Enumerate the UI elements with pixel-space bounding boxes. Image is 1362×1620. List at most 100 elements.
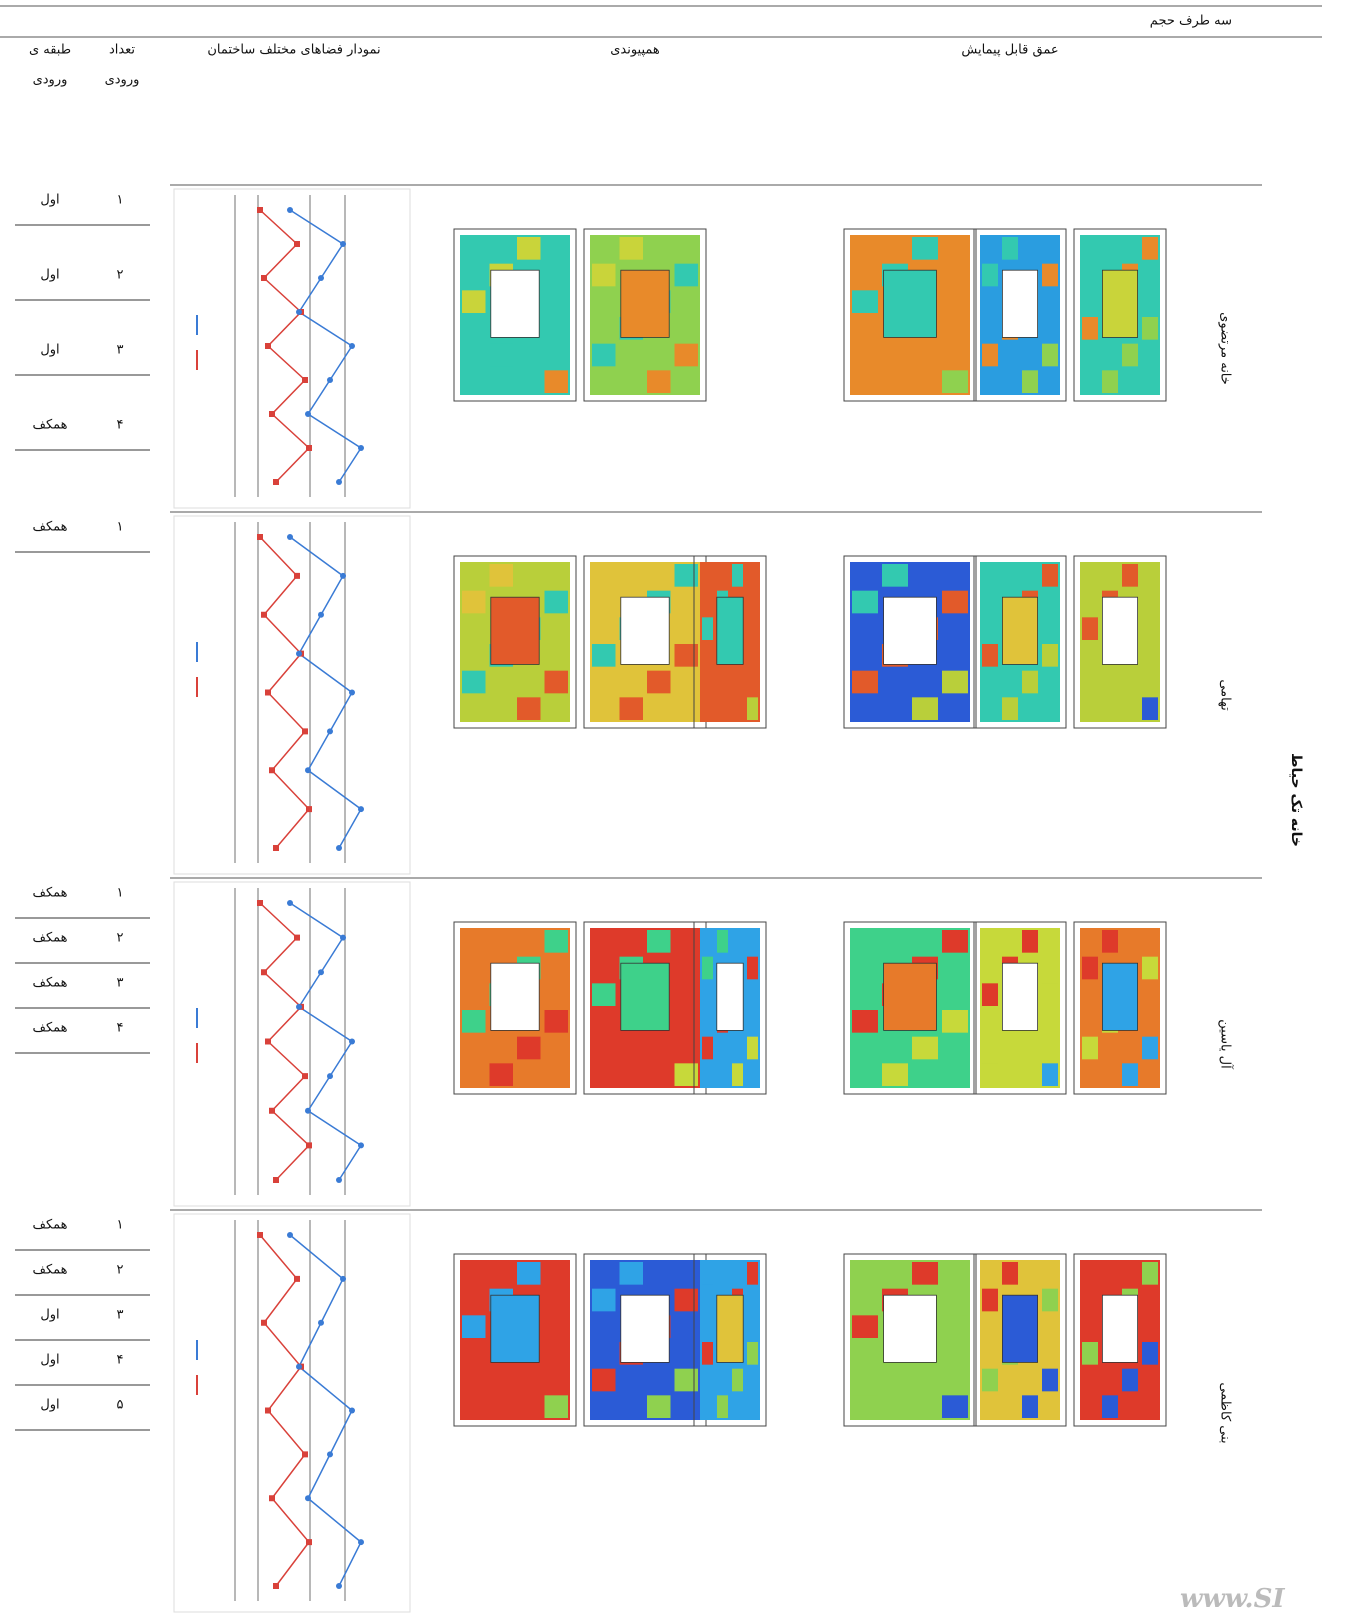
entry-number: ۱ [117,1218,124,1233]
plan-courtyard [620,962,670,1031]
plan-room [517,697,541,720]
plan-room [1142,237,1158,260]
plan-outline [583,228,707,402]
plan-room [1142,697,1158,720]
plan-room [882,1063,908,1086]
chart-sketch-point [349,1407,355,1414]
chart-sketch-point [358,806,364,813]
chart-sketch-point [327,1073,333,1080]
plan-outline [973,921,1067,1095]
plan-outline [693,555,767,729]
chart-sketch-point [336,479,342,485]
chart-sketch-point [269,1495,275,1502]
plan-room [544,930,568,953]
plan-room [852,1315,878,1338]
plan-room [1082,697,1098,720]
plan-room [462,1315,486,1338]
plan-room [1022,1395,1038,1418]
plan-courtyard [1002,1294,1039,1363]
plan-room [852,370,878,393]
group-label: خانه تک حیاط [1288,753,1304,847]
chart-sketch-point [261,969,267,976]
plan-outline [453,921,577,1095]
plan-room [942,590,968,614]
plan-outline [453,228,577,402]
chart-sketch-point [265,1407,271,1414]
plan-room [1042,564,1058,587]
chart-frame [173,515,411,875]
plan-outline [843,921,977,1095]
chart-sketch-point [318,611,324,618]
plan-room [942,930,968,953]
plan-room [592,1368,616,1392]
plan-room [462,370,486,393]
plan-courtyard [883,962,937,1031]
plan-room [1082,317,1098,340]
chart-sketch-point [318,969,324,976]
plan-room [1042,983,1058,1006]
plan-room [462,930,486,953]
chart-sketch-point [287,1232,293,1238]
chart-sketch-point [358,1142,364,1149]
plan-room [647,670,671,694]
plan-room [852,290,878,313]
plan-room [1142,956,1158,980]
plan-room [912,1036,938,1060]
plan-room [942,1315,968,1338]
chart-sketch-point [340,241,346,247]
entry-number: ۲ [117,931,124,946]
plan-room [1042,1288,1058,1312]
plan-outline [973,228,1067,402]
plan-room [489,343,513,367]
plan-room [702,956,713,980]
chart-sketch-point [318,275,324,281]
chart-sketch-point [349,343,355,349]
plan-room [702,1036,713,1060]
chart-sketch-point [269,767,275,774]
entry-floor: اول [40,343,59,358]
chart-sketch-point [294,241,300,247]
chart-sketch-point [327,377,333,383]
plan-room [982,343,998,367]
plan-room [912,237,938,260]
plan-room [1082,1342,1098,1365]
entry-floor: همکف [32,1263,67,1278]
plan-room [1142,1262,1158,1285]
chart-sketch-point [294,1275,300,1282]
plan-room [544,590,568,614]
plan-room [912,1262,938,1285]
plan-room [1102,930,1118,953]
plan-room [942,1395,968,1418]
entry-number: ۱ [117,520,124,535]
entry-floor: همکف [32,976,67,991]
chart-sketch-point [257,900,263,906]
row-name: خانه مرتضوی [1218,312,1233,385]
entry-number: ۲ [117,1263,124,1278]
plan-room [592,564,616,587]
entry-number: ۱ [117,886,124,901]
plan-room [489,1063,513,1086]
entry-number: ۳ [117,1308,124,1323]
plan-room [1022,370,1038,393]
plan-room [647,930,671,953]
plan-courtyard [620,1294,670,1363]
plan-room [1042,343,1058,367]
plan-room [747,617,758,640]
column-header: همپیوندی [610,43,660,58]
plan-room [1142,1342,1158,1365]
plan-courtyard [1102,1294,1139,1363]
chart-sketch-point [261,275,267,281]
plan-outline [843,555,977,729]
chart-sketch-point [302,1451,308,1458]
plan-room [1142,317,1158,340]
chart-sketch-point [349,689,355,696]
chart-sketch-point [257,534,263,540]
plan-outline [693,921,767,1095]
watermark: www.SI [1180,1584,1285,1614]
plan-room [702,1342,713,1365]
plan-room [544,290,568,313]
plan-room [1122,564,1138,587]
plan-courtyard [1002,962,1039,1031]
plan-room [1002,1036,1018,1060]
column-header: نمودار فضاهای مختلف ساختمان [207,43,380,58]
